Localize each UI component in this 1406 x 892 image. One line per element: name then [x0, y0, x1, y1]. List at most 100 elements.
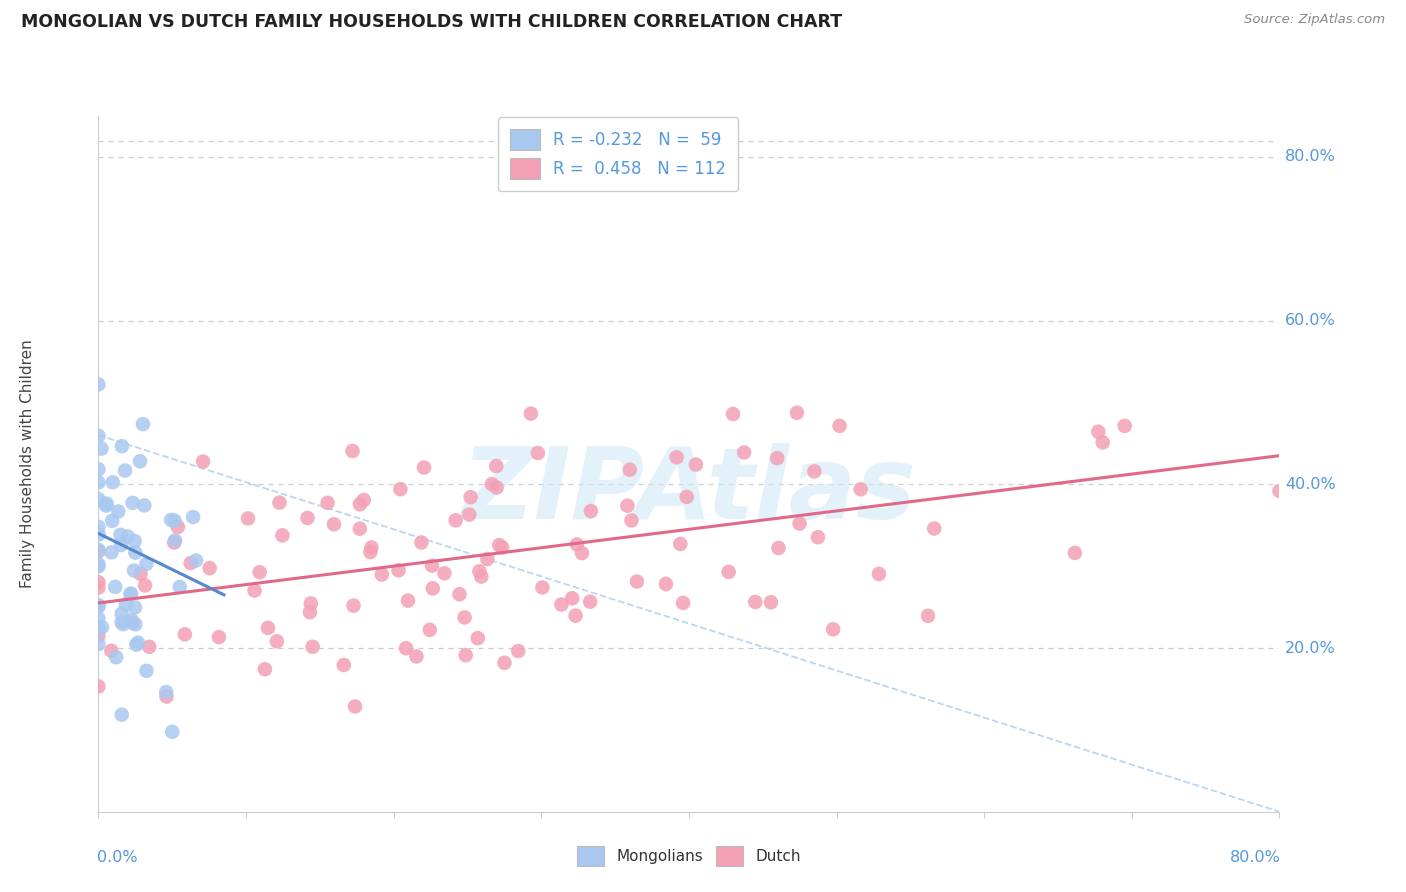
- Point: [198, 561, 221, 575]
- Point: [87, 429, 110, 443]
- Point: [180, 556, 202, 570]
- Point: [87, 527, 110, 541]
- Point: [87, 520, 110, 534]
- Point: [91, 620, 114, 634]
- Point: [353, 493, 375, 508]
- Point: [243, 583, 266, 598]
- Point: [828, 418, 851, 433]
- Point: [253, 662, 276, 676]
- Point: [579, 504, 602, 518]
- Point: [122, 564, 145, 578]
- Point: [184, 553, 207, 567]
- Point: [766, 451, 789, 466]
- Point: [579, 595, 602, 609]
- Point: [299, 597, 322, 611]
- Point: [114, 463, 136, 477]
- Point: [389, 482, 412, 496]
- Point: [87, 475, 110, 490]
- Point: [922, 522, 945, 536]
- Text: 20.0%: 20.0%: [1285, 640, 1336, 656]
- Point: [120, 586, 142, 600]
- Point: [208, 630, 231, 644]
- Point: [488, 538, 510, 552]
- Point: [269, 496, 291, 510]
- Point: [360, 541, 382, 555]
- Point: [342, 599, 364, 613]
- Point: [160, 513, 183, 527]
- Legend: Mongolians, Dutch: Mongolians, Dutch: [569, 838, 808, 873]
- Point: [1114, 418, 1136, 433]
- Point: [333, 658, 356, 673]
- Point: [449, 587, 471, 601]
- Point: [458, 508, 481, 522]
- Point: [132, 417, 155, 432]
- Point: [129, 454, 152, 468]
- Point: [433, 566, 456, 581]
- Point: [298, 605, 321, 619]
- Point: [134, 578, 156, 592]
- Point: [110, 538, 132, 552]
- Point: [349, 522, 371, 536]
- Point: [733, 445, 755, 459]
- Point: [477, 552, 499, 566]
- Point: [468, 564, 491, 578]
- Point: [721, 407, 744, 421]
- Point: [717, 565, 740, 579]
- Point: [411, 535, 433, 549]
- Point: [87, 462, 110, 476]
- Point: [561, 591, 583, 606]
- Point: [115, 598, 138, 612]
- Point: [111, 607, 134, 621]
- Point: [1268, 483, 1291, 498]
- Point: [494, 656, 516, 670]
- Point: [419, 623, 441, 637]
- Point: [105, 650, 128, 665]
- Point: [470, 569, 492, 583]
- Point: [564, 608, 586, 623]
- Point: [420, 558, 443, 573]
- Point: [550, 598, 572, 612]
- Point: [124, 534, 146, 549]
- Point: [87, 559, 110, 574]
- Point: [454, 648, 477, 663]
- Point: [485, 481, 508, 495]
- Point: [236, 511, 259, 525]
- Point: [422, 582, 444, 596]
- Point: [87, 544, 110, 558]
- Point: [626, 574, 648, 589]
- Point: [138, 640, 160, 654]
- Point: [127, 635, 149, 649]
- Point: [675, 490, 697, 504]
- Point: [169, 580, 191, 594]
- Point: [744, 595, 766, 609]
- Point: [121, 613, 143, 627]
- Text: 80.0%: 80.0%: [1230, 850, 1281, 865]
- Point: [349, 497, 371, 511]
- Point: [96, 497, 118, 511]
- Point: [1087, 425, 1109, 439]
- Point: [87, 599, 110, 614]
- Point: [395, 641, 418, 656]
- Point: [135, 557, 157, 571]
- Point: [460, 490, 482, 504]
- Point: [655, 577, 678, 591]
- Point: [155, 685, 177, 699]
- Point: [917, 608, 939, 623]
- Point: [297, 511, 319, 525]
- Point: [87, 581, 110, 595]
- Point: [485, 459, 508, 474]
- Point: [181, 510, 204, 524]
- Point: [110, 528, 132, 542]
- Point: [94, 499, 117, 513]
- Point: [531, 581, 554, 595]
- Point: [316, 496, 339, 510]
- Point: [107, 504, 129, 518]
- Point: [173, 627, 195, 641]
- Point: [565, 537, 588, 551]
- Point: [342, 444, 364, 458]
- Point: [124, 600, 146, 615]
- Point: [571, 546, 593, 560]
- Point: [87, 377, 110, 392]
- Point: [343, 699, 366, 714]
- Point: [271, 528, 294, 542]
